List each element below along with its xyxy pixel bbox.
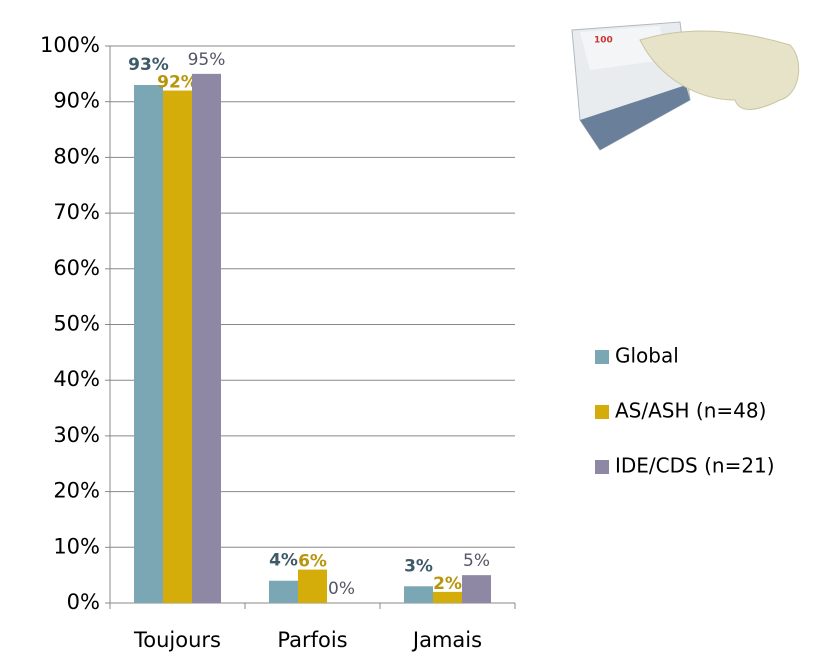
x-tick-label: Parfois [277,628,347,652]
value-label: 2% [433,574,462,594]
y-tick-label: 40% [53,367,100,391]
value-label: 92% [157,73,198,93]
bar [269,580,298,603]
legend-swatch [595,405,609,419]
value-label: 95% [188,50,226,70]
x-tick-label: Jamais [411,628,482,652]
value-label: 0% [328,579,355,599]
box-logo: 100 [594,36,613,46]
legend-label: AS/ASH (n=48) [615,399,766,423]
legend-label: IDE/CDS (n=21) [615,454,775,478]
y-tick-label: 90% [53,89,100,113]
y-tick-label: 30% [53,423,100,447]
glove-box-image: 100 [571,21,800,151]
bar [404,586,433,603]
bar [298,569,327,603]
y-tick-label: 80% [53,144,100,168]
y-tick-label: 100% [40,33,100,57]
x-tick-label: Toujours [133,628,221,652]
y-tick-label: 70% [53,200,100,224]
value-label: 93% [128,55,169,75]
legend-label: Global [615,344,679,368]
value-label: 5% [463,551,490,571]
y-tick-label: 20% [53,479,100,503]
legend-swatch [595,350,609,364]
y-tick-label: 10% [53,534,100,558]
bar [163,90,192,603]
y-tick-label: 50% [53,312,100,336]
value-label: 3% [404,556,433,576]
y-tick-label: 0% [67,590,100,614]
bar [192,73,221,604]
bar [433,591,462,603]
y-tick-label: 60% [53,256,100,280]
bar [462,575,491,603]
legend-swatch [595,460,609,474]
value-label: 6% [298,552,327,572]
bar [134,84,163,604]
value-label: 4% [269,551,298,571]
